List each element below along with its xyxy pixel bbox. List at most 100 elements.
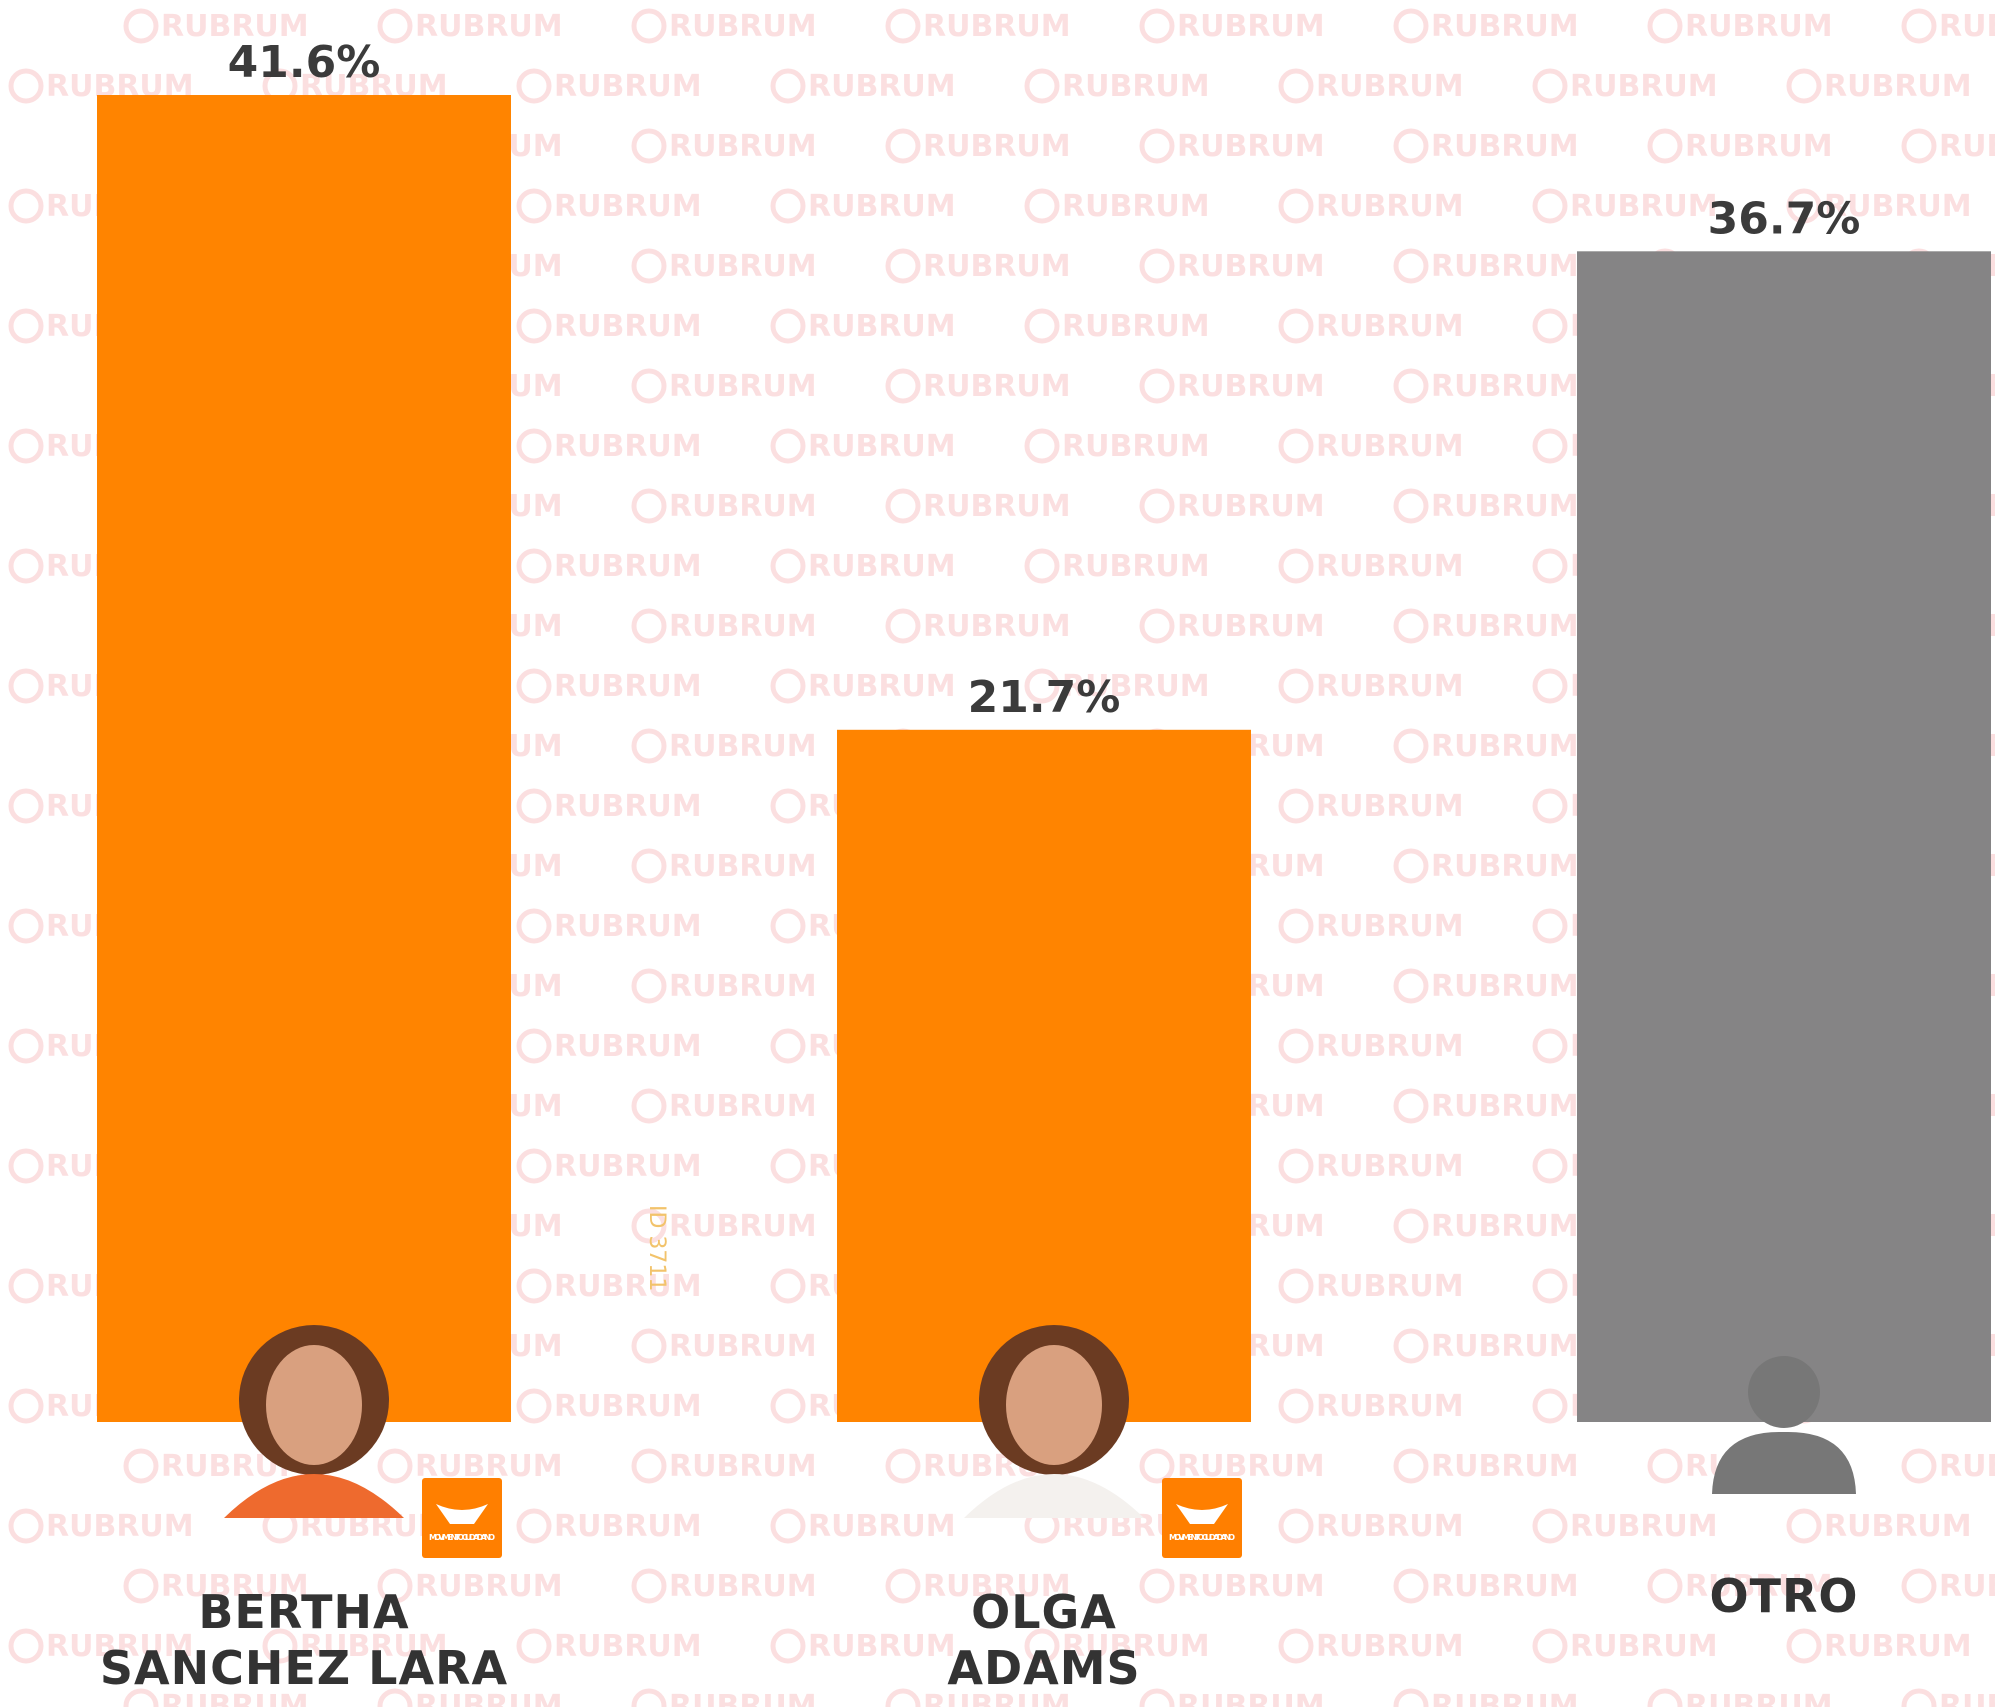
watermark-icon bbox=[123, 8, 159, 44]
watermark: RUBRUM bbox=[923, 369, 1071, 404]
watermark: RUBRUM bbox=[669, 729, 817, 764]
watermark: RUBRUM bbox=[669, 1689, 817, 1707]
watermark: RUBRUM bbox=[923, 1569, 1071, 1604]
watermark-icon bbox=[1139, 248, 1175, 284]
watermark: RUBRUM bbox=[923, 609, 1071, 644]
watermark-icon bbox=[1786, 1508, 1822, 1544]
watermark-icon bbox=[631, 1088, 667, 1124]
watermark-icon bbox=[1139, 8, 1175, 44]
portrait-body bbox=[964, 1474, 1144, 1518]
watermark-icon bbox=[1278, 908, 1314, 944]
watermark-icon bbox=[1393, 1448, 1429, 1484]
watermark-icon bbox=[631, 1688, 667, 1707]
watermark-icon bbox=[885, 1448, 921, 1484]
watermark-icon bbox=[8, 308, 44, 344]
watermark-icon bbox=[1532, 908, 1568, 944]
watermark: RUBRUM bbox=[1685, 1569, 1833, 1604]
portrait-face bbox=[266, 1345, 362, 1465]
watermark: RUBRUM bbox=[1062, 1629, 1210, 1664]
watermark-icon bbox=[377, 1688, 413, 1707]
watermark-icon bbox=[1532, 188, 1568, 224]
watermark-icon bbox=[631, 608, 667, 644]
watermark: RUBRUM bbox=[554, 669, 702, 704]
watermark-icon bbox=[1532, 668, 1568, 704]
watermark-icon bbox=[123, 1568, 159, 1604]
value-label: 36.7% bbox=[1708, 193, 1861, 244]
watermark-icon bbox=[1901, 1688, 1937, 1707]
watermark-icon bbox=[377, 1568, 413, 1604]
watermark: RUBRUM bbox=[1939, 9, 1995, 44]
watermark: RUBRUM bbox=[1431, 249, 1579, 284]
watermark: RUBRUM bbox=[1177, 369, 1325, 404]
watermark-icon bbox=[516, 68, 552, 104]
watermark: RUBRUM bbox=[1939, 1689, 1995, 1707]
watermark-icon bbox=[8, 1148, 44, 1184]
watermark-icon bbox=[1393, 1688, 1429, 1707]
watermark: RUBRUM bbox=[669, 609, 817, 644]
watermark: RUBRUM bbox=[1062, 549, 1210, 584]
watermark-icon bbox=[770, 308, 806, 344]
watermark: RUBRUM bbox=[1824, 1509, 1972, 1544]
watermark-icon bbox=[516, 908, 552, 944]
watermark: RUBRUM bbox=[1316, 669, 1464, 704]
watermark-icon bbox=[1532, 1028, 1568, 1064]
watermark: RUBRUM bbox=[669, 489, 817, 524]
watermark: RUBRUM bbox=[1062, 669, 1210, 704]
watermark-icon bbox=[1532, 548, 1568, 584]
bar bbox=[97, 95, 511, 1422]
watermark: RUBRUM bbox=[669, 369, 817, 404]
watermark: RUBRUM bbox=[669, 9, 817, 44]
watermark-icon bbox=[1278, 668, 1314, 704]
watermark-icon bbox=[1278, 68, 1314, 104]
watermark-icon bbox=[631, 968, 667, 1004]
watermark: RUBRUM bbox=[1570, 1509, 1718, 1544]
watermark: RUBRUM bbox=[1431, 1329, 1579, 1364]
watermark: RUBRUM bbox=[1177, 129, 1325, 164]
watermark-icon bbox=[1901, 1448, 1937, 1484]
watermark-icon bbox=[631, 728, 667, 764]
watermark: RUBRUM bbox=[1062, 189, 1210, 224]
watermark: RUBRUM bbox=[1431, 729, 1579, 764]
watermark-icon bbox=[516, 1628, 552, 1664]
watermark-icon bbox=[516, 1388, 552, 1424]
watermark: RUBRUM bbox=[1824, 1629, 1972, 1664]
value-label: 21.7% bbox=[968, 672, 1121, 723]
watermark-icon bbox=[1532, 1388, 1568, 1424]
watermark-icon bbox=[8, 548, 44, 584]
watermark-icon bbox=[1532, 428, 1568, 464]
watermark: RUBRUM bbox=[1316, 1509, 1464, 1544]
watermark: RUBRUM bbox=[1939, 1449, 1995, 1484]
watermark-icon bbox=[1393, 608, 1429, 644]
watermark: RUBRUM bbox=[1316, 69, 1464, 104]
watermark: RUBRUM bbox=[1431, 1689, 1579, 1707]
watermark-icon bbox=[1024, 308, 1060, 344]
watermark-icon bbox=[631, 488, 667, 524]
watermark-icon bbox=[1393, 368, 1429, 404]
watermark-icon bbox=[1024, 68, 1060, 104]
watermark: RUBRUM bbox=[1062, 429, 1210, 464]
watermark-icon bbox=[885, 1688, 921, 1707]
watermark: RUBRUM bbox=[1824, 189, 1972, 224]
watermark-icon bbox=[8, 428, 44, 464]
watermark: RUBRUM bbox=[808, 189, 956, 224]
watermark-icon bbox=[1901, 1568, 1937, 1604]
watermark: RUBRUM bbox=[1824, 69, 1972, 104]
watermark-icon bbox=[1786, 188, 1822, 224]
watermark: RUBRUM bbox=[554, 1029, 702, 1064]
silhouette-head bbox=[1748, 1356, 1820, 1428]
watermark-icon bbox=[885, 8, 921, 44]
watermark-icon bbox=[885, 368, 921, 404]
watermark-icon bbox=[1278, 1628, 1314, 1664]
watermark-icon bbox=[631, 1568, 667, 1604]
watermark-icon bbox=[1532, 788, 1568, 824]
watermark: RUBRUM bbox=[161, 1689, 309, 1707]
watermark: RUBRUM bbox=[1177, 1689, 1325, 1707]
watermark-icon bbox=[516, 1508, 552, 1544]
watermark-icon bbox=[631, 128, 667, 164]
watermark: RUBRUM bbox=[808, 1629, 956, 1664]
watermark-icon bbox=[885, 248, 921, 284]
watermark-icon bbox=[516, 548, 552, 584]
watermark-icon bbox=[1278, 308, 1314, 344]
watermark: RUBRUM bbox=[46, 1509, 194, 1544]
